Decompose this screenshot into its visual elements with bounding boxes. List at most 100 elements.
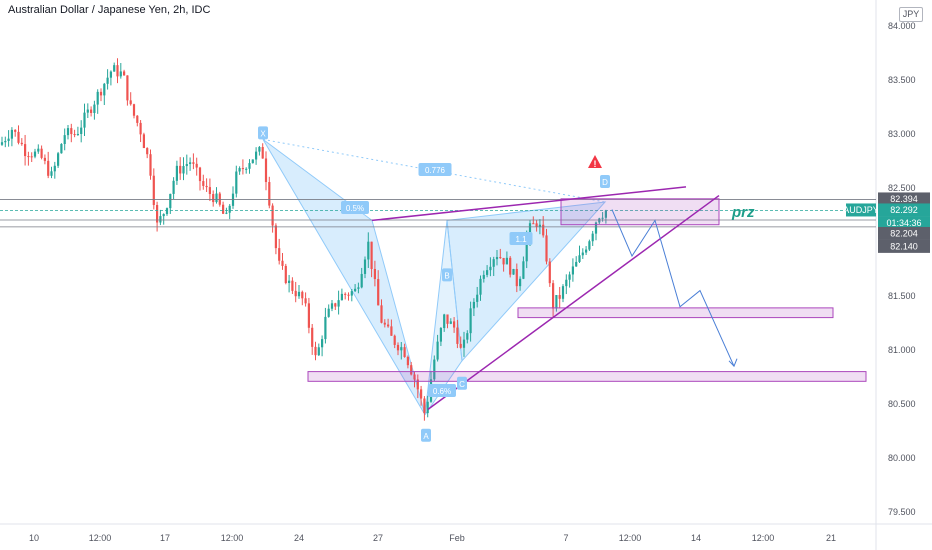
candle-body	[241, 168, 244, 170]
candle-body	[30, 156, 33, 158]
ratio-badge	[509, 232, 533, 245]
candle-body	[439, 328, 442, 342]
candle-body	[568, 274, 571, 280]
candle-body	[311, 327, 314, 347]
y-tick-label: 81.000	[888, 345, 916, 355]
price-label-text: 82.394	[890, 194, 918, 204]
candle-body	[377, 279, 380, 306]
candle-body	[129, 100, 132, 105]
candle-body	[245, 168, 248, 170]
price-label-text: AUDJPY	[843, 205, 879, 215]
candle-body	[403, 347, 406, 357]
candle-body	[512, 269, 515, 275]
candle-body	[304, 298, 307, 304]
candle-body	[228, 205, 231, 213]
candle-body	[393, 335, 396, 345]
candle-body	[330, 303, 334, 309]
candle-body	[222, 204, 225, 214]
symbol-title: Australian Dollar / Japanese Yen, 2h, ID…	[8, 4, 211, 16]
x-tick-label: 10	[29, 533, 39, 543]
candle-body	[466, 333, 469, 340]
y-tick-label: 82.500	[888, 183, 916, 193]
candle-body	[274, 225, 277, 249]
candle-body	[373, 268, 376, 280]
candle-body	[149, 154, 152, 176]
currency-badge[interactable]: JPY	[899, 7, 923, 22]
candle-body	[561, 286, 565, 299]
candle-body	[588, 241, 591, 250]
candle-body	[47, 160, 50, 176]
candle-body	[192, 162, 195, 164]
candle-body	[525, 237, 528, 262]
price-label-box	[878, 192, 930, 206]
candle-body	[271, 205, 274, 226]
candle-body	[472, 301, 475, 309]
candle-body	[40, 148, 43, 158]
pattern-point-badge	[457, 376, 467, 390]
candle-body	[565, 279, 568, 287]
candle-body	[535, 223, 538, 227]
candle-body	[370, 241, 373, 269]
candle-body	[24, 144, 27, 157]
candle-body	[83, 112, 86, 128]
candle-body	[406, 356, 409, 366]
candle-body	[324, 316, 327, 340]
candle-body	[502, 258, 505, 265]
candle-body	[116, 65, 119, 77]
candle-body	[179, 165, 182, 174]
pattern-point-badge	[600, 175, 610, 189]
price-label-box	[878, 226, 930, 240]
pattern-point-badge	[258, 126, 268, 140]
candle-body	[321, 339, 324, 348]
candle-body	[248, 163, 251, 169]
pattern-point-label: D	[602, 178, 608, 187]
zones: prz	[307, 198, 867, 382]
ratio-label: 0.776	[425, 166, 446, 175]
candle-body	[86, 109, 89, 113]
candle-body	[182, 166, 185, 174]
candle-body	[152, 175, 155, 206]
x-tick-label: 24	[294, 533, 304, 543]
candle-body	[327, 308, 330, 317]
candle-body	[70, 128, 73, 135]
candle-body	[363, 259, 367, 274]
candle-body	[538, 224, 541, 227]
time-axis: 10 12:00 17 12:00 24 27 Feb 7 12:00 14 12:00 21	[29, 533, 836, 543]
price-label-text: 82.204	[890, 228, 918, 238]
candle-body	[146, 148, 149, 155]
candle-body	[492, 259, 495, 267]
candle-body	[548, 261, 551, 284]
candle-body	[4, 140, 7, 143]
y-tick-label: 81.500	[888, 291, 916, 301]
x-tick-label: 27	[373, 533, 383, 543]
candle-body	[479, 278, 482, 295]
candle-body	[555, 295, 558, 309]
candle-body	[347, 294, 350, 296]
pattern-point-label: C	[459, 380, 465, 389]
candle-body	[495, 257, 499, 260]
candle-body	[604, 210, 607, 218]
candle-body	[261, 147, 264, 159]
price-label-text: 82.140	[890, 241, 918, 251]
candle-body	[585, 249, 588, 253]
candle-body	[456, 327, 459, 344]
ratio-badge	[418, 163, 452, 176]
pattern-point-label: X	[260, 129, 266, 138]
projection-arrowhead	[728, 358, 738, 368]
candle-body	[212, 194, 215, 203]
pattern-point-label: A	[423, 432, 429, 441]
candle-body	[387, 324, 390, 327]
candle-body	[7, 138, 10, 141]
x-tick-label: 17	[160, 533, 170, 543]
candle-body	[258, 147, 261, 152]
ratio-label: 1.1	[515, 235, 527, 244]
candle-body	[486, 270, 489, 275]
candle-body	[581, 252, 584, 256]
candle-body	[162, 214, 165, 217]
price-levels	[0, 199, 876, 228]
candle-body	[195, 163, 198, 168]
candle-body	[27, 156, 30, 158]
